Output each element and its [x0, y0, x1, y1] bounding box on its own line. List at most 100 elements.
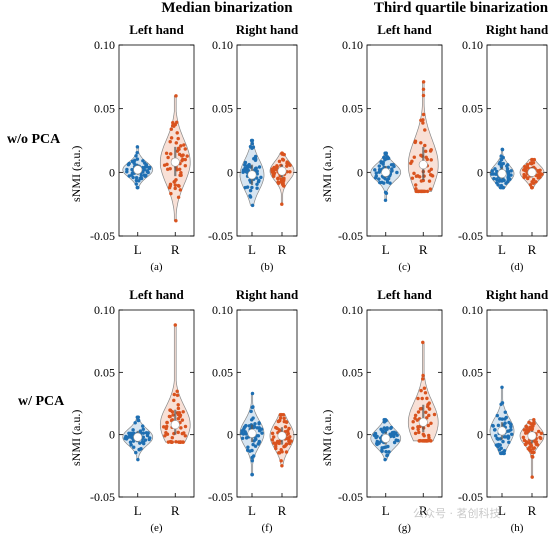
- data-point-h-R: [536, 429, 541, 434]
- y-tick-label-b-1: 0.05: [212, 102, 233, 116]
- subpanel-label-h: (h): [511, 522, 524, 534]
- data-point-f-L: [250, 472, 254, 477]
- data-point-a-R: [182, 143, 186, 147]
- data-point-d-R: [540, 172, 544, 177]
- data-point-d-L: [499, 157, 504, 162]
- data-point-c-R: [429, 173, 434, 177]
- data-point-g-R: [416, 410, 421, 414]
- data-point-e-L: [129, 443, 133, 447]
- data-point-g-R: [411, 419, 415, 424]
- data-point-e-L: [136, 418, 140, 423]
- data-point-e-R: [178, 413, 183, 417]
- data-point-a-R: [168, 166, 172, 171]
- subpanel-label-g: (g): [398, 522, 411, 534]
- x-tick-label-b-R: R: [278, 242, 287, 257]
- data-point-f-R: [289, 439, 293, 443]
- data-point-a-L: [147, 165, 152, 170]
- data-point-c-L: [379, 160, 383, 165]
- data-point-e-R: [170, 410, 175, 414]
- data-point-e-L: [143, 438, 148, 442]
- data-point-c-R: [412, 155, 417, 159]
- panel-title-f: Right hand: [236, 287, 299, 302]
- data-point-a-R: [176, 195, 181, 200]
- data-point-g-L: [372, 433, 377, 437]
- data-point-c-L: [374, 174, 379, 178]
- data-point-f-R: [273, 444, 278, 448]
- y-tick-label-f-3: -0.05: [208, 490, 233, 504]
- data-point-c-R: [420, 189, 425, 194]
- data-point-a-R: [183, 157, 188, 162]
- data-point-d-L: [497, 162, 502, 166]
- data-point-c-R: [421, 121, 425, 125]
- y-tick-label-a-0: 0.10: [94, 38, 115, 52]
- data-point-b-R: [285, 164, 289, 168]
- data-point-b-R: [281, 183, 286, 188]
- data-point-b-R: [288, 163, 292, 168]
- y-tick-label-g-0: 0.10: [342, 303, 363, 317]
- data-point-e-R: [165, 432, 170, 436]
- data-point-c-R: [419, 179, 424, 183]
- group-title-third-quartile: Third quartile binarization: [373, 0, 549, 16]
- data-point-c-R: [423, 128, 427, 132]
- data-point-e-L: [146, 431, 150, 435]
- data-point-h-R: [528, 448, 533, 453]
- data-point-c-R: [421, 87, 426, 92]
- data-point-d-R: [528, 183, 533, 187]
- data-point-f-R: [279, 459, 283, 463]
- data-point-b-L: [245, 164, 250, 168]
- data-point-f-R: [270, 431, 275, 436]
- data-point-g-R: [413, 431, 418, 436]
- data-point-f-L: [250, 455, 254, 460]
- data-point-f-R: [277, 451, 282, 455]
- data-point-f-L: [257, 439, 262, 444]
- data-point-f-L: [260, 431, 264, 435]
- data-point-f-L: [250, 391, 255, 396]
- data-point-b-L: [248, 194, 252, 198]
- data-point-b-L: [250, 141, 255, 146]
- data-point-h-R: [539, 431, 544, 436]
- y-tick-label-a-1: 0.05: [94, 102, 115, 116]
- data-point-f-L: [250, 458, 255, 463]
- data-point-f-R: [276, 419, 281, 424]
- data-point-d-R: [531, 177, 536, 182]
- data-point-a-R: [164, 151, 169, 156]
- data-point-a-R: [174, 94, 178, 98]
- data-point-f-R: [282, 419, 287, 424]
- data-point-f-L: [240, 436, 245, 441]
- data-point-c-R: [424, 155, 428, 160]
- y-tick-label-e-2: 0: [109, 428, 115, 442]
- data-point-d-R: [525, 176, 530, 181]
- data-point-d-L: [500, 185, 504, 190]
- data-point-e-L: [133, 421, 137, 425]
- data-point-g-L: [375, 439, 380, 444]
- data-point-g-R: [422, 386, 427, 390]
- data-point-h-R: [530, 454, 534, 459]
- data-point-e-R: [164, 424, 169, 429]
- data-point-d-L: [509, 169, 513, 173]
- data-point-d-R: [531, 181, 536, 186]
- data-point-a-R: [176, 183, 181, 188]
- data-point-a-R: [183, 147, 188, 151]
- data-point-a-R: [168, 139, 172, 144]
- data-point-d-R: [532, 157, 537, 162]
- y-tick-label-d-2: 0: [477, 165, 483, 179]
- median-marker-f-R: [277, 431, 287, 441]
- y-tick-label-b-3: -0.05: [208, 229, 233, 243]
- data-point-f-L: [253, 444, 258, 448]
- data-point-a-L: [134, 178, 139, 183]
- data-point-e-R: [179, 426, 183, 430]
- data-point-e-R: [172, 392, 177, 397]
- data-point-d-L: [496, 183, 500, 187]
- data-point-e-R: [180, 418, 185, 422]
- data-point-a-R: [169, 127, 174, 131]
- data-point-b-L: [257, 165, 262, 169]
- data-point-c-L: [395, 170, 399, 175]
- data-point-g-R: [411, 426, 415, 430]
- x-tick-label-f-L: L: [248, 503, 256, 518]
- data-point-c-R: [421, 112, 426, 117]
- data-point-h-L: [497, 448, 502, 452]
- y-tick-label-g-1: 0.05: [342, 365, 363, 379]
- data-point-d-L: [506, 170, 510, 174]
